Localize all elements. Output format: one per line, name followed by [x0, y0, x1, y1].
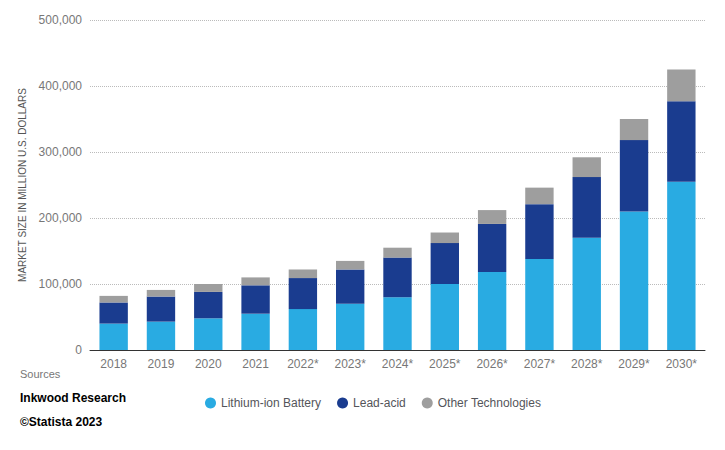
svg-text:2025*: 2025* — [429, 357, 461, 371]
svg-text:Inkwood Research: Inkwood Research — [20, 391, 126, 405]
svg-text:©Statista 2023: ©Statista 2023 — [20, 415, 103, 429]
svg-text:2020: 2020 — [195, 357, 222, 371]
svg-text:2018: 2018 — [100, 357, 127, 371]
svg-text:2027*: 2027* — [524, 357, 556, 371]
svg-text:100,000: 100,000 — [39, 277, 83, 291]
svg-text:2024*: 2024* — [382, 357, 414, 371]
svg-text:Lithium-ion Battery: Lithium-ion Battery — [221, 396, 321, 410]
svg-text:2019: 2019 — [148, 357, 175, 371]
svg-text:0: 0 — [75, 343, 82, 357]
svg-text:2028*: 2028* — [571, 357, 603, 371]
svg-text:400,000: 400,000 — [39, 79, 83, 93]
svg-text:500,000: 500,000 — [39, 13, 83, 27]
svg-text:MARKET SIZE IN MILLION U.S. DO: MARKET SIZE IN MILLION U.S. DOLLARS — [17, 88, 28, 282]
svg-text:2029*: 2029* — [618, 357, 650, 371]
svg-text:2021: 2021 — [242, 357, 269, 371]
svg-text:Lead-acid: Lead-acid — [353, 396, 406, 410]
svg-text:2022*: 2022* — [287, 357, 319, 371]
svg-text:2030*: 2030* — [666, 357, 698, 371]
svg-text:Sources: Sources — [20, 368, 61, 380]
svg-text:Other Technologies: Other Technologies — [438, 396, 541, 410]
svg-text:2023*: 2023* — [335, 357, 367, 371]
svg-text:200,000: 200,000 — [39, 211, 83, 225]
svg-text:2026*: 2026* — [476, 357, 508, 371]
svg-text:300,000: 300,000 — [39, 145, 83, 159]
